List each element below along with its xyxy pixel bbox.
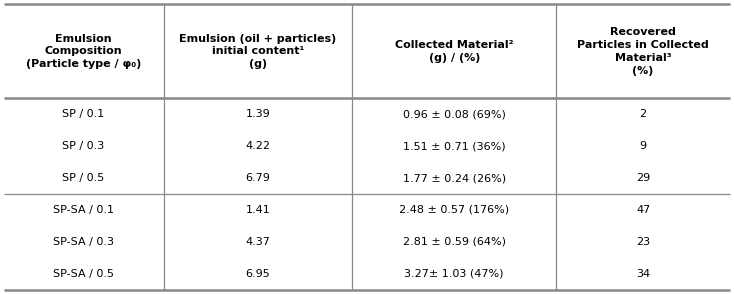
Text: SP / 0.1: SP / 0.1 xyxy=(62,109,105,119)
Text: SP-SA / 0.3: SP-SA / 0.3 xyxy=(53,237,114,247)
Text: Emulsion
Composition
(Particle type / φ₀): Emulsion Composition (Particle type / φ₀… xyxy=(26,34,141,69)
Text: Collected Material²
(g) / (%): Collected Material² (g) / (%) xyxy=(395,40,514,63)
Text: 4.22: 4.22 xyxy=(245,141,271,151)
Text: 1.51 ± 0.71 (36%): 1.51 ± 0.71 (36%) xyxy=(403,141,506,151)
Text: 2: 2 xyxy=(639,109,647,119)
Text: SP-SA / 0.1: SP-SA / 0.1 xyxy=(53,205,114,215)
Text: 1.77 ± 0.24 (26%): 1.77 ± 0.24 (26%) xyxy=(403,173,506,183)
Text: Recovered
Particles in Collected
Material³
(%): Recovered Particles in Collected Materia… xyxy=(577,27,709,76)
Text: 6.79: 6.79 xyxy=(246,173,270,183)
Text: 1.39: 1.39 xyxy=(246,109,270,119)
Text: 47: 47 xyxy=(636,205,650,215)
Text: 1.41: 1.41 xyxy=(246,205,270,215)
Text: Emulsion (oil + particles)
initial content¹
(g): Emulsion (oil + particles) initial conte… xyxy=(179,34,337,69)
Text: 29: 29 xyxy=(636,173,650,183)
Text: SP / 0.3: SP / 0.3 xyxy=(62,141,105,151)
Text: 34: 34 xyxy=(636,269,650,279)
Text: 4.37: 4.37 xyxy=(246,237,270,247)
Text: 6.95: 6.95 xyxy=(246,269,270,279)
Text: 3.27± 1.03 (47%): 3.27± 1.03 (47%) xyxy=(404,269,504,279)
Text: SP-SA / 0.5: SP-SA / 0.5 xyxy=(53,269,114,279)
Text: 2.81 ± 0.59 (64%): 2.81 ± 0.59 (64%) xyxy=(403,237,506,247)
Text: 0.96 ± 0.08 (69%): 0.96 ± 0.08 (69%) xyxy=(403,109,506,119)
Text: SP / 0.5: SP / 0.5 xyxy=(62,173,105,183)
Text: 9: 9 xyxy=(639,141,647,151)
Text: 2.48 ± 0.57 (176%): 2.48 ± 0.57 (176%) xyxy=(399,205,509,215)
Text: 23: 23 xyxy=(636,237,650,247)
